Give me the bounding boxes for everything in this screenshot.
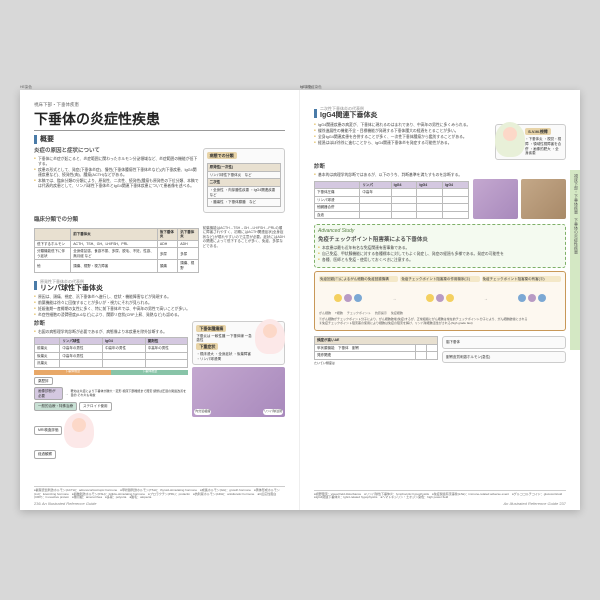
he-stain-image: リンパ球浸潤 内分泌組織: [192, 367, 285, 417]
patient-illust-2: [495, 122, 525, 157]
advanced-study-box: Advanced Study 免疫チェックポイント阻害薬による下垂体炎 本疾患は…: [314, 224, 566, 267]
doctor-illust: [64, 413, 94, 448]
immune-diagram: 免疫回避(①)によるがん細胞の免疫回避機構 免疫チェックポイント阻害薬の作用機序…: [314, 271, 566, 331]
left-page: 視床下部・下垂体疾患 下垂体の炎症性疾患 概要 炎症の原因と症状について 下垂体…: [20, 90, 300, 510]
igg4-table: リンパIgG4IgG4IgG4 下垂体圧痛中高年 リンパ球浸 他臓器合併 血液: [314, 181, 469, 220]
he-image-2: [473, 179, 518, 219]
pituitary-bar: 下垂体前葉下垂体後葉: [34, 370, 188, 375]
igg4-image: [521, 179, 566, 219]
sub-inflammation: 炎症の原因と症状について: [34, 148, 199, 155]
section-lymphocytic: 原発性下垂体炎の代表例リンパ球性下垂体炎: [34, 279, 285, 293]
footnote-left: ●副腎皮質刺激ホルモン(ACTH)：adrenocorticotropic ho…: [34, 486, 285, 500]
hormone-table: 前下垂体炎後下垂体炎汎下垂体炎 低下するホルモンACTH、TSH、GH、LH/F…: [34, 228, 199, 273]
footnote-right: ●視野障害：visual field disturbance ●リンパ球性下垂体…: [314, 490, 566, 500]
page-number-right: An Illustrated Reference Guide 237: [503, 501, 566, 506]
side-tab: 視床下部・下垂体疾患 下垂体の炎症性疾患: [570, 170, 580, 350]
section-overview: 概要: [34, 135, 285, 144]
right-page: 二次性下垂体炎の代表例IgG4関連下垂体炎 IgG4関連疾患の病変が、下垂体に現…: [300, 90, 580, 510]
main-title: 下垂体の炎症性疾患: [34, 110, 285, 131]
section-igg4: 二次性下垂体炎の代表例IgG4関連下垂体炎: [314, 106, 566, 120]
ae-table: 頻度が高いAE 甲状腺機能 下垂体 副腎 発疹関連: [314, 336, 438, 360]
diagnosis-table: リンパ球性IgG4薬剤性 前葉炎中高年の男性中高年の男性中高年の男性 後葉炎中高…: [34, 337, 188, 368]
page-number-left: 236 An Illustrated Reference Guide: [34, 501, 97, 506]
breadcrumb: 視床下部・下垂体疾患: [34, 102, 285, 108]
patient-illust: [255, 319, 285, 354]
classification-box: 病態での分類 原発性(一次性)リンパ球性下垂体炎 など二次性・全身性 ・肉芽腫性…: [203, 148, 285, 212]
book-spread: 視床下部・下垂体疾患 下垂体の炎症性疾患 概要 炎症の原因と症状について 下垂体…: [20, 90, 580, 510]
